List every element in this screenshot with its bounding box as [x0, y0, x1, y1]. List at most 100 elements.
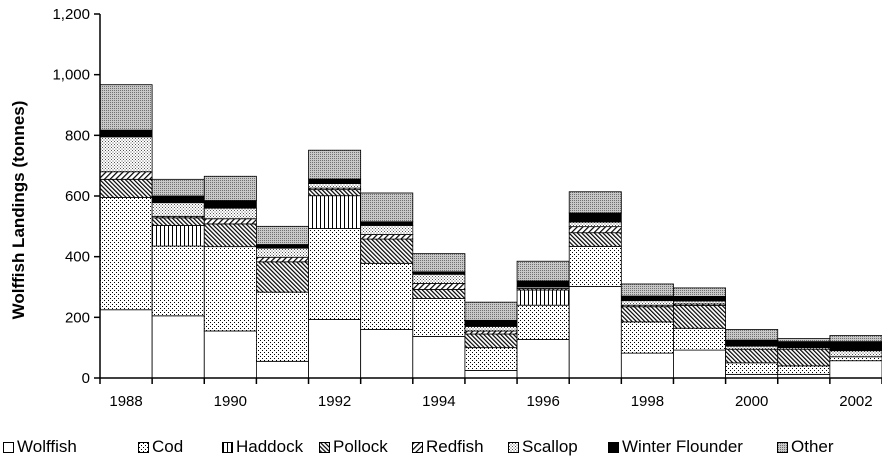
- bar-segment-scallop: [255, 247, 309, 258]
- bar-segment-redfish: [568, 226, 622, 234]
- bar-segment-wolffish: [464, 370, 518, 379]
- legend-label: Wolffish: [17, 437, 77, 456]
- legend-item: Winter Flounder: [608, 436, 743, 458]
- bar-segment-other: [412, 253, 466, 273]
- bar-segment-other: [620, 283, 674, 297]
- bar-segment-scallop: [829, 350, 882, 358]
- legend-label: Winter Flounder: [622, 437, 743, 456]
- legend-label: Other: [791, 437, 834, 456]
- bar-segment-other: [777, 338, 831, 343]
- bar-segment-cod: [464, 347, 518, 371]
- x-tick-label: 2002: [839, 393, 872, 410]
- bar-segment-other: [99, 84, 153, 131]
- legend-item: Pollock: [319, 436, 388, 458]
- y-tick-label: 1,000: [52, 67, 90, 84]
- bars-layer: [99, 84, 882, 379]
- bar-segment-winter-flounder: [464, 319, 518, 327]
- legend-label: Redfish: [426, 437, 484, 456]
- y-tick-label: 1,200: [52, 6, 90, 23]
- y-tick-label: 0: [82, 370, 90, 387]
- legend-label: Cod: [152, 437, 184, 456]
- bar-segment-winter-flounder: [151, 195, 205, 204]
- x-tick-label: 1994: [422, 393, 455, 410]
- bar-segment-other: [308, 149, 362, 180]
- legend-swatch: [412, 441, 423, 453]
- bar-segment-pollock: [99, 178, 153, 198]
- bar-segment-cod: [568, 245, 622, 287]
- bar-segment-redfish: [99, 171, 153, 180]
- bar-segment-other: [151, 178, 205, 197]
- bar-segment-other: [255, 225, 309, 245]
- bar-segment-other: [516, 260, 570, 282]
- bar-segment-cod: [516, 304, 570, 340]
- bar-segment-pollock: [568, 232, 622, 247]
- bar-segment-cod: [620, 321, 674, 354]
- legend-swatch: [777, 441, 788, 453]
- bar-segment-other: [568, 191, 622, 214]
- bar-segment-wolffish: [360, 329, 414, 379]
- legend-item: Other: [777, 436, 834, 458]
- bar-segment-pollock: [464, 333, 518, 349]
- bar-segment-winter-flounder: [777, 341, 831, 349]
- bar-segment-pollock: [412, 289, 466, 299]
- bar-segment-wolffish: [568, 285, 622, 379]
- y-axis-title: Wolffish Landings (tonnes): [9, 101, 28, 320]
- bar-segment-winter-flounder: [255, 244, 309, 249]
- bar-segment-haddock: [308, 195, 362, 229]
- y-axis-tick-labels: 0 200 400 600 800 1,000 1,200: [52, 6, 90, 387]
- y-axis-ticks: [94, 13, 100, 379]
- x-tick-label: 1998: [631, 393, 664, 410]
- legend: Wolffish Cod Haddock Pollock Redfish Scallop W…: [0, 436, 882, 460]
- stacked-bar-chart: 0 200 400 600 800 1,000 1,200 1988 1990 1992 1994…: [9, 6, 882, 410]
- bar-segment-other: [464, 301, 518, 321]
- legend-item: Cod: [138, 436, 183, 458]
- bar-segment-scallop: [412, 273, 466, 284]
- bar-segment-cod: [725, 362, 779, 375]
- bar-segment-scallop: [151, 202, 205, 217]
- bar-segment-haddock: [516, 289, 570, 306]
- bar-segment-scallop: [725, 345, 779, 350]
- x-tick-label: 1990: [214, 393, 247, 410]
- bar-segment-redfish: [203, 218, 257, 225]
- y-tick-label: 200: [65, 309, 90, 326]
- bar-segment-pollock: [620, 306, 674, 323]
- bar-segment-wolffish: [620, 352, 674, 379]
- bar-segment-wolffish: [308, 319, 362, 379]
- legend-swatch: [608, 441, 619, 453]
- bar-segment-wolffish: [412, 336, 466, 379]
- bar-segment-scallop: [620, 300, 674, 306]
- legend-label: Haddock: [236, 437, 304, 456]
- bar-segment-winter-flounder: [360, 221, 414, 226]
- bar-segment-wolffish: [99, 309, 153, 379]
- bar-segment-cod: [360, 262, 414, 330]
- bar-segment-wolffish: [203, 330, 257, 379]
- bar-segment-scallop: [464, 326, 518, 332]
- legend-label: Scallop: [522, 437, 578, 456]
- bar-segment-cod: [99, 197, 153, 311]
- legend-swatch: [138, 441, 149, 453]
- bar-segment-pollock: [725, 348, 779, 364]
- y-tick-label: 400: [65, 249, 90, 266]
- bar-segment-cod: [151, 245, 205, 317]
- bar-segment-other: [673, 287, 727, 297]
- bar-segment-other: [360, 192, 414, 223]
- legend-swatch: [508, 441, 519, 453]
- bar-segment-scallop: [360, 225, 414, 235]
- bar-segment-cod: [829, 356, 882, 362]
- bar-segment-cod: [412, 298, 466, 337]
- bar-segment-scallop: [673, 300, 727, 305]
- legend-item: Redfish: [412, 436, 484, 458]
- bar-segment-other: [829, 335, 882, 342]
- y-tick-label: 800: [65, 127, 90, 144]
- bar-segment-scallop: [99, 136, 153, 173]
- bar-segment-wolffish: [829, 360, 882, 379]
- bar-segment-pollock: [308, 189, 362, 197]
- bar-segment-cod: [203, 246, 257, 332]
- bar-segment-scallop: [203, 207, 257, 220]
- x-tick-label: 1992: [318, 393, 351, 410]
- bar-segment-other: [203, 175, 257, 201]
- x-tick-label: 2000: [735, 393, 768, 410]
- y-tick-label: 600: [65, 188, 90, 205]
- bar-segment-winter-flounder: [203, 200, 257, 209]
- x-tick-label: 1996: [526, 393, 559, 410]
